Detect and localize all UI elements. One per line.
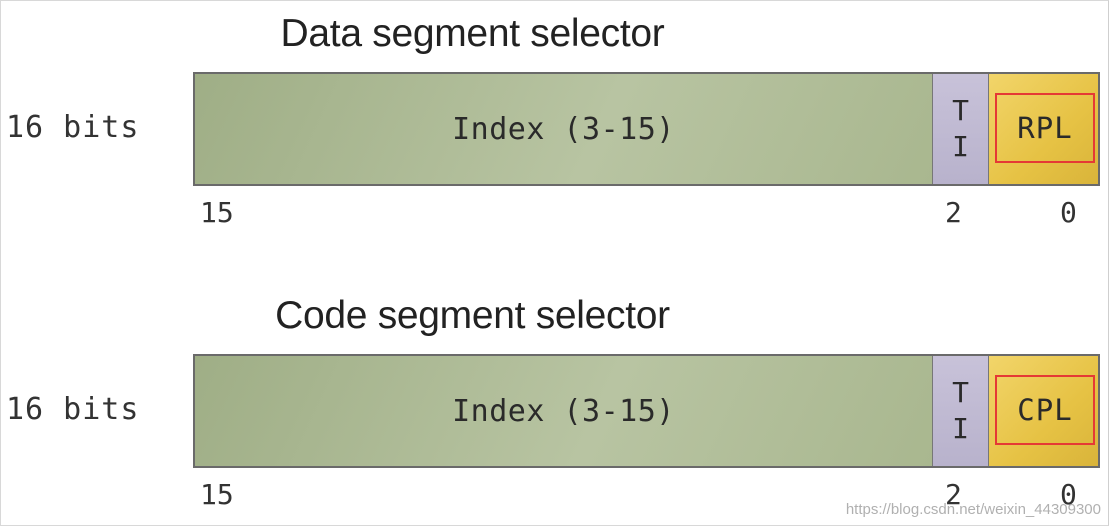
bit-position-0: 0: [1060, 478, 1077, 511]
rpl-highlight-box: RPL: [995, 93, 1095, 163]
ti-letter-t: T: [952, 94, 969, 127]
index-field: Index (3-15): [195, 356, 933, 466]
cpl-label: CPL: [1017, 393, 1073, 427]
ti-field: T I: [933, 74, 989, 184]
index-field: Index (3-15): [195, 74, 933, 184]
diagram-title: Data segment selector: [280, 12, 665, 55]
rpl-field: RPL: [989, 74, 1098, 184]
code-segment-selector-diagram: Code segment selector 16 bits Index (3-1…: [0, 282, 1109, 522]
cpl-field: CPL: [989, 356, 1098, 466]
bit-position-2: 2: [945, 478, 962, 511]
selector-register: Index (3-15) T I CPL: [193, 354, 1100, 468]
size-label: 16 bits: [6, 392, 140, 427]
bit-position-15: 15: [200, 478, 234, 511]
bit-position-0: 0: [1060, 196, 1077, 229]
bit-position-2: 2: [945, 196, 962, 229]
rpl-label: RPL: [1017, 111, 1073, 145]
data-segment-selector-diagram: Data segment selector 16 bits Index (3-1…: [0, 0, 1109, 240]
ti-field: T I: [933, 356, 989, 466]
index-field-label: Index (3-15): [452, 111, 675, 147]
ti-letter-i: I: [952, 412, 969, 445]
selector-register: Index (3-15) T I RPL: [193, 72, 1100, 186]
ti-letter-i: I: [952, 130, 969, 163]
diagram-title: Code segment selector: [275, 294, 670, 337]
cpl-highlight-box: CPL: [995, 375, 1095, 445]
index-field-label: Index (3-15): [452, 393, 675, 429]
ti-letter-t: T: [952, 376, 969, 409]
size-label: 16 bits: [6, 110, 140, 145]
bit-position-15: 15: [200, 196, 234, 229]
source-watermark: https://blog.csdn.net/weixin_44309300: [845, 501, 1101, 518]
